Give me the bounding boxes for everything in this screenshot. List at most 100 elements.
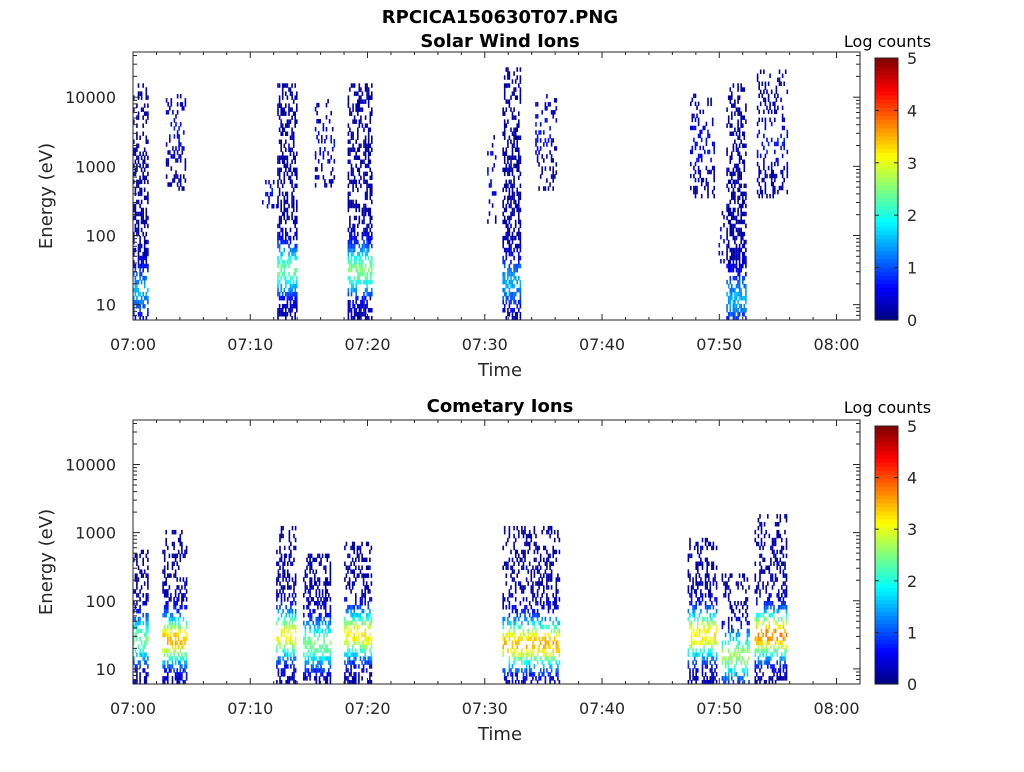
spectrogram-cell: [147, 664, 149, 669]
spectrogram-cell: [702, 637, 704, 642]
spectrogram-cell: [688, 660, 690, 665]
spectrogram-cell: [277, 260, 279, 265]
spectrogram-cell: [359, 216, 361, 221]
spectrogram-cell: [327, 558, 329, 563]
spectrogram-cell: [515, 672, 517, 677]
spectrogram-cell: [736, 164, 738, 169]
spectrogram-cell: [305, 585, 307, 590]
spectrogram-cell: [306, 605, 308, 610]
spectrogram-cell: [344, 577, 346, 582]
spectrogram-cell: [295, 625, 297, 630]
spectrogram-cell: [768, 94, 770, 99]
spectrogram-cell: [291, 91, 293, 96]
spectrogram-cell: [146, 276, 148, 281]
spectrogram-cell: [762, 190, 764, 195]
spectrogram-cell: [167, 652, 169, 657]
spectrogram-cell: [543, 573, 545, 578]
spectrogram-cell: [776, 558, 778, 563]
spectrogram-cell: [726, 676, 728, 681]
spectrogram-cell: [330, 656, 332, 661]
spectrogram-cell: [359, 144, 361, 149]
spectrogram-cell: [690, 102, 692, 107]
spectrogram-cell: [784, 664, 786, 669]
spectrogram-cell: [708, 589, 710, 594]
spectrogram-cell: [346, 668, 348, 673]
spectrogram-cell: [281, 601, 283, 606]
spectrogram-cell: [346, 625, 348, 630]
spectrogram-cell: [526, 542, 528, 547]
spectrogram-cell: [712, 122, 714, 127]
spectrogram-cell: [292, 577, 294, 582]
colorbar-segment: [875, 275, 898, 280]
spectrogram-cell: [736, 220, 738, 225]
spectrogram-cell: [520, 99, 522, 104]
spectrogram-cell: [324, 147, 326, 152]
spectrogram-cell: [509, 601, 511, 606]
spectrogram-cell: [330, 641, 332, 646]
spectrogram-cell: [352, 204, 354, 209]
spectrogram-cell: [744, 260, 746, 265]
spectrogram-cell: [532, 676, 534, 681]
spectrogram-cell: [270, 184, 272, 189]
spectrogram-cell: [740, 192, 742, 197]
spectrogram-cell: [314, 633, 316, 638]
spectrogram-cell: [312, 660, 314, 665]
spectrogram-cell: [308, 648, 310, 653]
spectrogram-cell: [332, 147, 334, 152]
spectrogram-cell: [291, 136, 293, 141]
spectrogram-cell: [731, 184, 733, 189]
spectrogram-cell: [549, 652, 551, 657]
spectrogram-cell: [176, 641, 178, 646]
spectrogram-cell: [736, 244, 738, 249]
spectrogram-cell: [350, 660, 352, 665]
spectrogram-cell: [506, 562, 508, 567]
spectrogram-cell: [559, 597, 561, 602]
spectrogram-cell: [535, 676, 537, 681]
spectrogram-cell: [360, 601, 362, 606]
spectrogram-cell: [355, 672, 357, 677]
spectrogram-cell: [170, 625, 172, 630]
spectrogram-cell: [699, 134, 701, 139]
spectrogram-cell: [177, 94, 179, 99]
spectrogram-cell: [716, 641, 718, 646]
spectrogram-cell: [701, 178, 703, 183]
spectrogram-cell: [699, 601, 701, 606]
spectrogram-cell: [291, 192, 293, 197]
spectrogram-cell: [540, 558, 542, 563]
spectrogram-cell: [277, 156, 279, 161]
spectrogram-cell: [141, 107, 143, 112]
spectrogram-cell: [520, 652, 522, 657]
spectrogram-cell: [513, 264, 515, 269]
spectrogram-cell: [757, 78, 759, 83]
spectrogram-cell: [763, 134, 765, 139]
spectrogram-cell: [305, 569, 307, 574]
spectrogram-cell: [323, 668, 325, 673]
spectrogram-cell: [162, 633, 164, 638]
spectrogram-cell: [692, 613, 694, 618]
spectrogram-cell: [745, 192, 747, 197]
spectrogram-cell: [147, 180, 149, 185]
spectrogram-cell: [320, 672, 322, 677]
spectrogram-cell: [293, 252, 295, 256]
spectrogram-cell: [305, 589, 307, 594]
spectrogram-cell: [706, 562, 708, 567]
spectrogram-cell: [504, 196, 506, 201]
spectrogram-cell: [507, 99, 509, 104]
spectrogram-cell: [146, 220, 148, 225]
spectrogram-cell: [359, 119, 361, 124]
spectrogram-cell: [784, 652, 786, 657]
spectrogram-cell: [537, 158, 539, 163]
spectrogram-cell: [739, 617, 741, 622]
spectrogram-cell: [507, 566, 509, 571]
spectrogram-cell: [359, 180, 361, 185]
spectrogram-cell: [351, 292, 353, 297]
spectrogram-cell: [731, 573, 733, 578]
spectrogram-cell: [293, 284, 295, 289]
spectrogram-cell: [540, 668, 542, 673]
spectrogram-cell: [363, 304, 365, 309]
spectrogram-cell: [516, 67, 518, 72]
spectrogram-cell: [180, 648, 182, 653]
spectrogram-cell: [771, 110, 773, 115]
spectrogram-cell: [691, 637, 693, 642]
spectrogram-cell: [316, 621, 318, 626]
